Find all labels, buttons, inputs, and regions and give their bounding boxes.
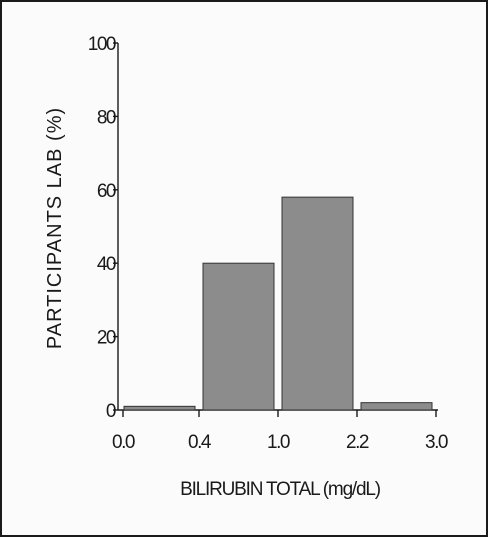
bars <box>123 196 433 411</box>
y-tick-label-20: 20 <box>97 328 116 349</box>
x-tick-label-4: 3.0 <box>425 432 448 453</box>
x-tick-label-0: 0.0 <box>112 432 135 453</box>
y-tick-label-80: 80 <box>97 107 116 128</box>
y-tick-label-100: 100 <box>88 34 116 55</box>
bar-2.2-3.0 <box>360 402 433 411</box>
y-tick-label-40: 40 <box>97 254 116 275</box>
bar-0.4-1.0 <box>202 262 275 411</box>
bar-1.0-2.2 <box>281 196 354 411</box>
x-axis-title: BILIRUBIN TOTAL (mg/dL) <box>180 479 381 500</box>
bar-0.0-0.4 <box>123 405 196 411</box>
y-tick-label-0: 0 <box>106 401 116 422</box>
y-axis: 0 20 40 60 80 100 <box>88 34 119 422</box>
x-tick-label-2: 1.0 <box>267 432 290 453</box>
y-tick-label-60: 60 <box>97 181 116 202</box>
x-tick-label-1: 0.4 <box>188 432 212 453</box>
y-axis-title: PARTICIPANTS LAB (%) <box>44 107 66 349</box>
x-axis: 0.0 0.4 1.0 2.2 3.0 <box>112 409 449 453</box>
x-tick-label-3: 2.2 <box>346 432 369 453</box>
